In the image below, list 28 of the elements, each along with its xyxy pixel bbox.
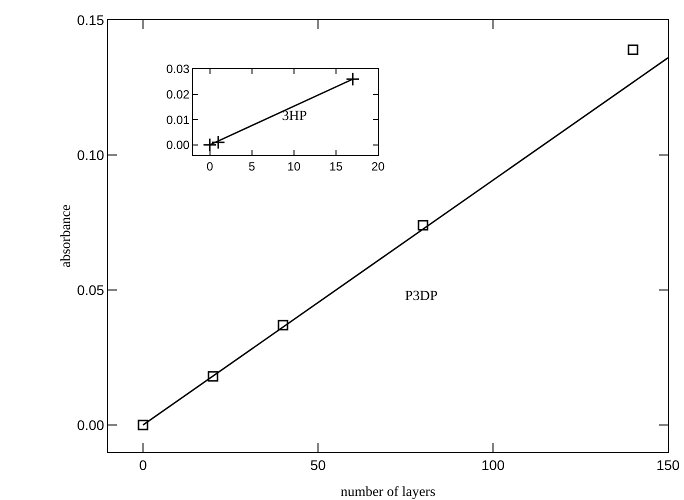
x-tick-label: 100 xyxy=(481,456,505,473)
point xyxy=(202,138,217,152)
x-tick-label: 50 xyxy=(310,456,326,473)
text: P3DP xyxy=(405,289,438,304)
y-tick-label: 0.10 xyxy=(76,146,104,163)
y-tick-label: 0.03 xyxy=(166,62,190,76)
y-tick-label: 0.02 xyxy=(166,87,190,102)
y-tick-label: 0.15 xyxy=(76,12,104,28)
y-axis-title: absorbance xyxy=(59,204,74,268)
x-tick-label: 10 xyxy=(287,159,301,174)
point xyxy=(418,220,428,230)
x-tick-label: 150 xyxy=(656,456,680,473)
point xyxy=(138,420,148,430)
x-tick-label: 5 xyxy=(248,159,256,174)
y-tick-label: 0.00 xyxy=(76,416,104,433)
x-tick-label: 0 xyxy=(139,456,148,473)
x-tick-label: 0 xyxy=(206,159,214,174)
y-tick-label: 0.05 xyxy=(76,282,104,298)
text: 3HP xyxy=(282,109,308,124)
point xyxy=(346,72,360,86)
point xyxy=(628,44,638,55)
point xyxy=(208,371,218,382)
x-axis-title: number of layers xyxy=(340,485,436,500)
y-tick-label: 0.01 xyxy=(166,112,190,127)
x-tick-label: 15 xyxy=(329,159,343,174)
y-tick-label: 0.00 xyxy=(166,138,190,152)
x-tick-label: 20 xyxy=(371,159,385,174)
point xyxy=(278,320,288,330)
